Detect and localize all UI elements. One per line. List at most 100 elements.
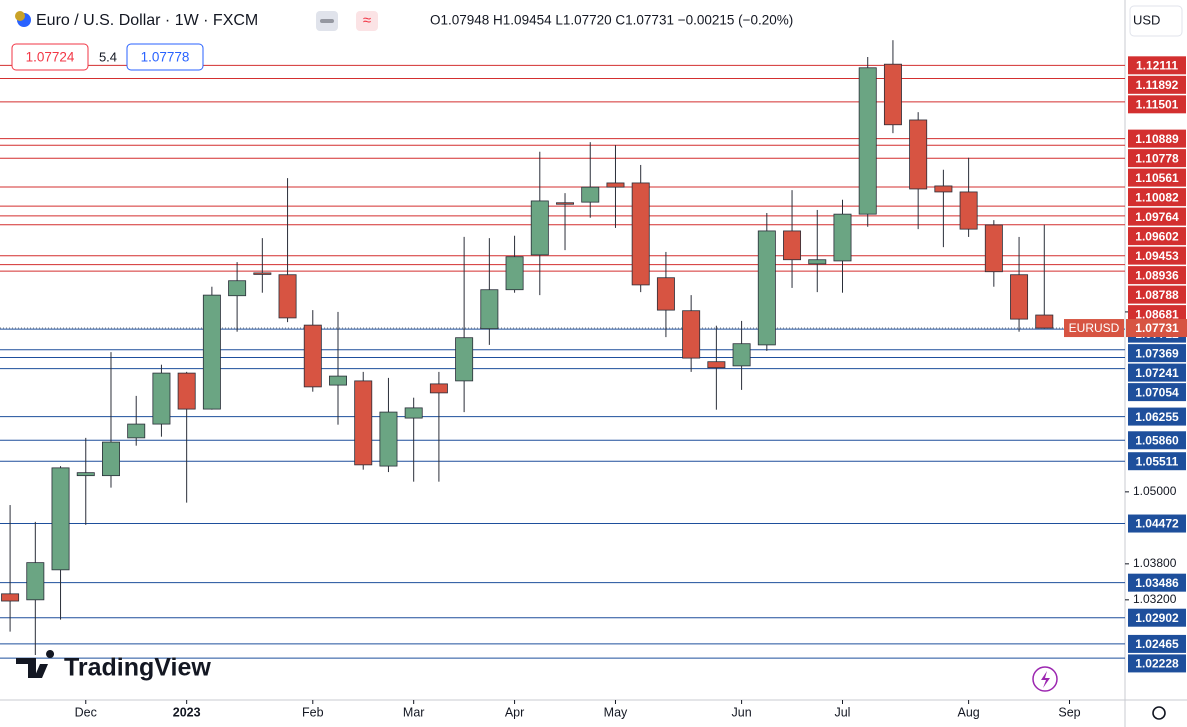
candle-body bbox=[480, 289, 499, 330]
brand-name: TradingView bbox=[64, 654, 211, 682]
candle-body bbox=[404, 407, 423, 419]
level-label-bg bbox=[1128, 246, 1186, 265]
candle-body bbox=[1035, 314, 1054, 329]
ohlc-readout: O1.07948 H1.09454 L1.07720 C1.07731 −0.0… bbox=[430, 13, 793, 28]
level-label: 1.02228 bbox=[1135, 657, 1179, 671]
level-label: 1.06255 bbox=[1135, 410, 1179, 424]
x-tick-label: Jul bbox=[834, 705, 850, 719]
candle-body bbox=[253, 272, 272, 275]
candle-body bbox=[808, 259, 827, 265]
candle-body bbox=[656, 277, 675, 311]
sell-price: 1.07724 bbox=[26, 50, 75, 65]
level-label-bg bbox=[1128, 407, 1186, 426]
level-label-bg bbox=[1128, 75, 1186, 94]
symbol-icon bbox=[15, 11, 25, 21]
level-label: 1.08788 bbox=[1135, 288, 1179, 302]
x-tick-label: Mar bbox=[403, 705, 425, 719]
candle-body bbox=[556, 202, 574, 205]
settings-button[interactable] bbox=[1152, 706, 1166, 720]
level-label: 1.02465 bbox=[1135, 637, 1179, 651]
x-tick-label: Aug bbox=[957, 705, 979, 719]
level-label-bg bbox=[1128, 654, 1186, 673]
level-label-bg bbox=[1128, 149, 1186, 168]
level-label: 1.11501 bbox=[1136, 97, 1179, 111]
level-label: 1.04472 bbox=[1135, 517, 1179, 531]
level-label-bg bbox=[1128, 431, 1186, 450]
sell-button[interactable] bbox=[11, 43, 89, 71]
candle-body bbox=[76, 472, 95, 477]
level-label-bg bbox=[1128, 634, 1186, 653]
candle-body bbox=[1010, 274, 1029, 320]
buy-price: 1.07778 bbox=[141, 50, 190, 65]
candle-body bbox=[530, 200, 549, 256]
candle-body bbox=[883, 63, 902, 126]
x-tick-label: 2023 bbox=[173, 705, 201, 719]
candle-body bbox=[102, 441, 120, 477]
candle-body bbox=[379, 411, 398, 467]
candle-body bbox=[707, 361, 726, 369]
candle-body bbox=[202, 294, 221, 410]
level-label: 1.09764 bbox=[1135, 210, 1179, 224]
level-label: 1.10082 bbox=[1135, 190, 1179, 204]
candle-body bbox=[51, 467, 70, 571]
brand-logo bbox=[16, 650, 55, 678]
icon: ≈ bbox=[363, 12, 371, 29]
level-label-bg bbox=[1128, 573, 1186, 592]
y-tick-label: 1.05000 bbox=[1133, 484, 1177, 498]
candle-body bbox=[429, 383, 448, 394]
level-label-bg bbox=[1128, 95, 1186, 114]
level-label-bg bbox=[1128, 266, 1186, 285]
x-tick-label: Apr bbox=[505, 705, 524, 719]
candle-body bbox=[127, 423, 146, 439]
level-label: 1.09453 bbox=[1135, 249, 1179, 263]
level-label: 1.07241 bbox=[1135, 366, 1179, 380]
candle-body bbox=[505, 256, 524, 291]
icon bbox=[1041, 671, 1050, 688]
level-label: 1.11892 bbox=[1136, 78, 1179, 92]
candle-body bbox=[455, 337, 474, 382]
candle-body bbox=[682, 310, 701, 359]
x-tick-label: Feb bbox=[302, 705, 324, 719]
level-label: 1.07369 bbox=[1135, 346, 1179, 360]
currency: USD bbox=[1133, 12, 1160, 27]
level-label: 1.08681 bbox=[1135, 307, 1179, 321]
candle-body bbox=[354, 380, 373, 466]
compare-button[interactable] bbox=[356, 11, 378, 31]
level-label-bg bbox=[1128, 305, 1186, 324]
level-label-bg bbox=[1128, 344, 1186, 363]
level-label: 1.03486 bbox=[1135, 576, 1179, 590]
candle-body bbox=[581, 186, 600, 203]
plot-area: 1.080001.050001.038001.03200Dec2023FebMa… bbox=[0, 40, 1187, 719]
candle-body bbox=[909, 119, 928, 190]
level-label-bg bbox=[1128, 207, 1186, 226]
level-label: 1.05860 bbox=[1135, 433, 1179, 447]
candle-body bbox=[732, 343, 751, 367]
candle-body bbox=[228, 280, 247, 297]
level-label: 1.10889 bbox=[1135, 132, 1179, 146]
y-tick-label: 1.03800 bbox=[1133, 556, 1177, 570]
candle-body bbox=[303, 324, 322, 388]
level-label-bg bbox=[1128, 514, 1186, 533]
level-label: 1.10561 bbox=[1135, 171, 1179, 185]
candle-body bbox=[278, 274, 297, 319]
level-label-bg bbox=[1128, 363, 1186, 382]
spread: 5.4 bbox=[99, 49, 117, 64]
candle-body bbox=[858, 67, 877, 215]
last-price-bg bbox=[1126, 319, 1187, 338]
level-label: 1.07054 bbox=[1135, 385, 1179, 399]
currency-button[interactable] bbox=[1129, 5, 1183, 37]
level-label-bg bbox=[1128, 452, 1186, 471]
buy-button[interactable] bbox=[126, 43, 204, 71]
symbol-tag: EURUSD bbox=[1069, 321, 1120, 335]
candle-body bbox=[26, 562, 45, 601]
symbol-tag-bg bbox=[1064, 319, 1124, 338]
level-label: 1.02902 bbox=[1135, 611, 1179, 625]
candle-body bbox=[606, 182, 625, 188]
level-label-bg bbox=[1128, 608, 1186, 627]
level-label: 1.08936 bbox=[1135, 268, 1179, 282]
level-label: 1.10778 bbox=[1135, 151, 1179, 165]
level-label: 1.09602 bbox=[1135, 229, 1179, 243]
level-label-bg bbox=[1128, 285, 1186, 304]
